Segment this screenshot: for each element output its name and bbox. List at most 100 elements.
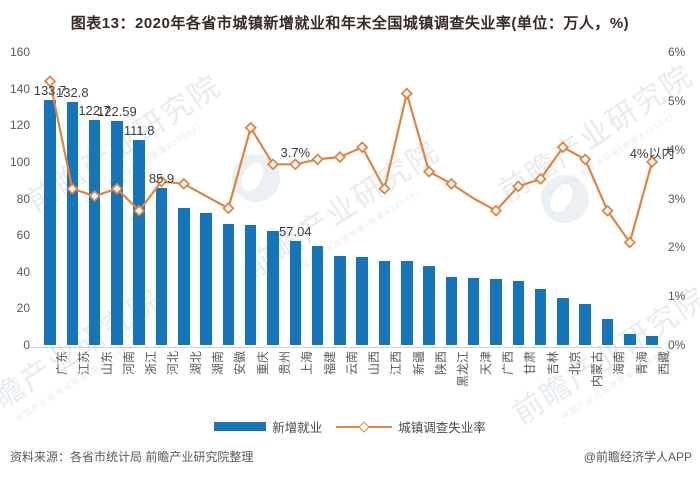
line-marker-贵州 bbox=[266, 158, 280, 171]
x-axis-label-北京: 北京 bbox=[567, 351, 582, 376]
line-marker-吉林 bbox=[534, 172, 547, 186]
line-marker-湖北 bbox=[177, 177, 190, 190]
line-marker-重庆 bbox=[244, 121, 257, 134]
y-axis-left-tick-label: 20 bbox=[16, 301, 30, 316]
x-axis-label-海南: 海南 bbox=[612, 351, 627, 376]
line-marker-山西 bbox=[356, 141, 369, 154]
bar-内蒙古 bbox=[579, 303, 591, 345]
line-marker-甘肃 bbox=[512, 180, 525, 193]
line-marker-广西 bbox=[489, 204, 503, 217]
y-axis-right-tick-label: 2% bbox=[668, 240, 686, 255]
legend-bar-label: 新增就业 bbox=[272, 421, 323, 435]
y-axis-left-tick-label: 160 bbox=[9, 45, 30, 59]
bar-云南 bbox=[334, 256, 346, 345]
bar-江西 bbox=[378, 260, 391, 345]
line-marker-青海 bbox=[623, 236, 636, 249]
legend-line-label: 城镇调查失业率 bbox=[398, 421, 486, 435]
x-axis-label-湖北: 湖北 bbox=[188, 351, 203, 376]
source-note: 资料来源：各省市统计局 前瞻产业研究院整理 bbox=[10, 450, 254, 464]
bar-value-label-河北: 85.9 bbox=[148, 170, 175, 186]
x-axis-label-河北: 河北 bbox=[166, 351, 181, 376]
bar-重庆 bbox=[244, 225, 257, 345]
bar-吉林 bbox=[534, 289, 547, 345]
watermark-logo-icon bbox=[541, 175, 589, 223]
y-axis-left-tick-label: 60 bbox=[16, 228, 30, 243]
y-axis-right-tick-label: 4% bbox=[668, 142, 686, 157]
x-axis-label-江苏: 江苏 bbox=[77, 351, 92, 376]
legend-diamond-marker-icon bbox=[358, 420, 370, 433]
bar-value-label-江苏: 132.8 bbox=[56, 84, 89, 100]
y-axis-left-tick-label: 100 bbox=[9, 154, 30, 169]
line-marker-北京 bbox=[556, 141, 569, 154]
bar-安徽 bbox=[222, 224, 235, 345]
bar-西藏 bbox=[646, 335, 658, 345]
line-marker-新疆 bbox=[400, 87, 413, 100]
x-axis-label-江西: 江西 bbox=[389, 351, 404, 376]
y-axis-left-tick-label: 40 bbox=[16, 264, 30, 279]
bar-value-label-广东: 133.7 bbox=[33, 83, 67, 99]
x-axis-label-上海: 上海 bbox=[300, 351, 315, 376]
legend-item-line: 城镇调查失业率 bbox=[336, 417, 486, 436]
x-axis-label-内蒙古: 内蒙古 bbox=[590, 351, 605, 388]
x-axis-label-黑龙江: 黑龙江 bbox=[456, 351, 471, 388]
line-marker-内蒙古 bbox=[579, 153, 592, 166]
bar-黑龙江 bbox=[445, 277, 458, 345]
bar-湖北 bbox=[178, 207, 190, 345]
line-marker-上海 bbox=[289, 158, 302, 171]
x-axis-label-吉林: 吉林 bbox=[545, 351, 560, 376]
y-axis-right-tick-label: 6% bbox=[668, 45, 686, 59]
line-value-label-上海: 3.7% bbox=[280, 145, 311, 161]
bar-广东 bbox=[44, 100, 56, 345]
bar-山西 bbox=[356, 257, 368, 345]
y-axis-right-tick-label: 1% bbox=[668, 289, 686, 304]
bar-value-label-浙江: 111.8 bbox=[123, 123, 155, 139]
x-axis-label-青海: 青海 bbox=[634, 351, 649, 376]
watermark-logo-icon bbox=[232, 154, 280, 202]
bar-新疆 bbox=[401, 261, 413, 345]
y-axis-right-tick-label: 0% bbox=[668, 338, 686, 352]
y-axis-left-tick-label: 140 bbox=[9, 81, 30, 96]
y-axis-left-tick-label: 80 bbox=[16, 191, 30, 206]
x-axis-label-天津: 天津 bbox=[478, 351, 493, 376]
x-axis-label-湖南: 湖南 bbox=[211, 351, 226, 376]
x-axis-line bbox=[30, 347, 662, 348]
bar-河北 bbox=[155, 187, 168, 345]
x-axis-label-重庆: 重庆 bbox=[255, 351, 270, 376]
line-marker-云南 bbox=[333, 150, 346, 164]
x-axis-label-西藏: 西藏 bbox=[657, 351, 672, 376]
x-axis-label-山东: 山东 bbox=[99, 351, 114, 376]
bar-上海 bbox=[289, 240, 302, 345]
bar-湖南 bbox=[200, 213, 212, 345]
x-axis-label-新疆: 新疆 bbox=[411, 351, 426, 376]
y-axis-right-tick-label: 3% bbox=[668, 191, 686, 206]
y-axis-right-tick-label: 5% bbox=[668, 93, 686, 108]
bar-江苏 bbox=[66, 101, 79, 345]
y-axis-left-tick-label: 0 bbox=[23, 338, 30, 352]
x-axis-label-云南: 云南 bbox=[344, 351, 359, 376]
x-axis-label-甘肃: 甘肃 bbox=[523, 351, 538, 376]
bar-value-label-上海: 57.04 bbox=[279, 223, 312, 239]
x-axis-label-贵州: 贵州 bbox=[278, 351, 292, 376]
line-marker-福建 bbox=[311, 153, 324, 166]
chart-title: 图表13：2020年各省市城镇新增就业和年末全国城镇调查失业率(单位：万人，%) bbox=[70, 15, 630, 32]
line-value-label-西藏: 4%以内 bbox=[629, 145, 675, 161]
x-axis-label-安徽: 安徽 bbox=[233, 351, 248, 376]
line-marker-陕西 bbox=[423, 165, 436, 178]
bar-山东 bbox=[88, 120, 101, 345]
line-marker-海南 bbox=[601, 204, 614, 217]
bar-value-label-山东: 122.7 bbox=[78, 103, 111, 119]
y-axis-left-tick-label: 120 bbox=[9, 118, 30, 133]
bar-天津 bbox=[467, 277, 480, 345]
bar-福建 bbox=[311, 246, 324, 345]
credit-note: @前瞻经济学人APP bbox=[583, 450, 692, 464]
x-axis-label-广东: 广东 bbox=[55, 351, 69, 376]
bar-青海 bbox=[624, 334, 636, 345]
line-marker-安徽 bbox=[222, 202, 235, 215]
legend-item-bar: 新增就业 bbox=[214, 417, 322, 436]
watermark-text: 前瞻产业研究院 bbox=[493, 59, 700, 209]
bar-海南 bbox=[601, 319, 614, 345]
bar-北京 bbox=[557, 298, 569, 345]
line-marker-江西 bbox=[378, 182, 391, 195]
